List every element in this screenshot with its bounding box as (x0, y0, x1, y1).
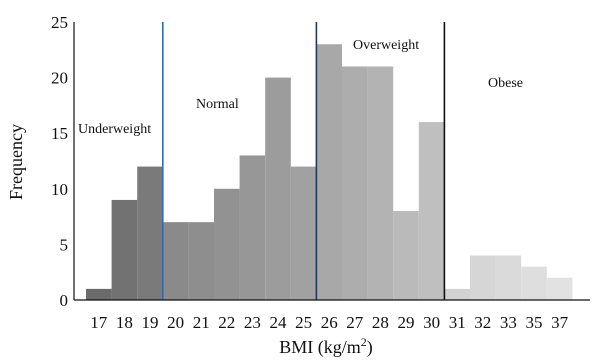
x-tick-label-32: 32 (474, 313, 491, 332)
x-tick-label-30: 30 (423, 313, 440, 332)
x-tick-label-24: 24 (270, 313, 288, 332)
bar-26 (316, 44, 342, 300)
bar-28 (367, 66, 394, 300)
bar-32 (470, 255, 496, 300)
bar-33 (495, 255, 522, 300)
bar-20 (162, 222, 189, 300)
x-tick-label-20: 20 (167, 313, 184, 332)
x-tick-label-21: 21 (193, 313, 210, 332)
x-tick-label-37: 37 (551, 313, 569, 332)
bar-30 (418, 122, 445, 300)
bar-27 (342, 66, 368, 300)
x-axis-title: BMI (kg/m2) (279, 335, 373, 358)
y-tick-label-5: 5 (60, 235, 69, 254)
region-label-underweight: Underweight (78, 122, 151, 137)
bar-21 (188, 222, 214, 300)
y-tick-label-15: 15 (51, 124, 68, 143)
x-axis-title-close: ) (367, 337, 373, 358)
y-tick-label-0: 0 (60, 291, 69, 310)
x-tick-label-35: 35 (526, 313, 543, 332)
x-tick-label-17: 17 (90, 313, 108, 332)
y-tick-label-25: 25 (51, 13, 68, 32)
x-tick-label-18: 18 (116, 313, 133, 332)
bars-group (86, 44, 573, 300)
x-tick-label-31: 31 (449, 313, 466, 332)
category-dividers (162, 22, 446, 300)
bar-22 (214, 188, 240, 300)
bar-23 (239, 155, 266, 300)
bar-24 (265, 77, 291, 300)
x-tick-label-27: 27 (346, 313, 364, 332)
region-label-overweight: Overweight (353, 38, 419, 53)
y-tick-labels: 0 5 10 15 20 25 (51, 13, 68, 310)
x-axis-title-main: BMI (kg/m (279, 337, 361, 358)
y-axis-title: Frequency (6, 124, 26, 200)
x-tick-label-33: 33 (500, 313, 517, 332)
x-tick-label-25: 25 (295, 313, 312, 332)
bar-37 (546, 277, 573, 300)
x-tick-label-22: 22 (218, 313, 235, 332)
region-label-normal: Normal (196, 97, 239, 112)
x-tick-label-26: 26 (321, 313, 338, 332)
bar-17 (86, 288, 112, 300)
region-label-obese: Obese (488, 76, 523, 91)
x-tick-label-29: 29 (398, 313, 415, 332)
bar-19 (137, 166, 163, 300)
x-tick-labels: 17 18 19 20 21 22 23 24 25 26 27 28 29 30 31 32 33 35 37 (90, 313, 568, 332)
bar-18 (111, 199, 138, 300)
x-tick-label-23: 23 (244, 313, 261, 332)
bar-29 (393, 211, 419, 300)
bar-31 (444, 288, 470, 300)
bar-25 (290, 166, 317, 300)
y-tick-label-20: 20 (51, 69, 68, 88)
x-axis-title-sup: 2 (361, 335, 367, 349)
y-tick-label-10: 10 (51, 180, 68, 199)
bar-35 (521, 266, 547, 300)
x-tick-label-28: 28 (372, 313, 389, 332)
x-tick-label-19: 19 (142, 313, 159, 332)
